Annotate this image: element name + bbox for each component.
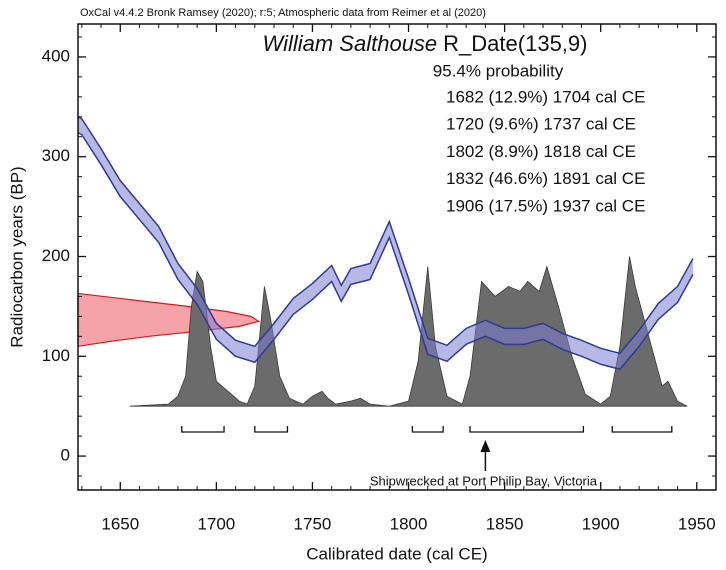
range-label: 1832 (46.6%) 1891 cal CE: [446, 169, 645, 188]
range-label: 1802 (8.9%) 1818 cal CE: [446, 142, 636, 161]
annotation-arrow-head: [480, 440, 491, 452]
y-tick-label: 400: [42, 46, 70, 65]
title-label: R_Date(135,9): [443, 31, 587, 56]
y-tick-label: 200: [42, 246, 70, 265]
x-tick-label: 1800: [390, 514, 428, 533]
y-tick-label: 0: [61, 446, 70, 465]
x-tick-label: 1850: [486, 514, 524, 533]
chart-title: William Salthouse R_Date(135,9): [263, 31, 588, 56]
y-tick-label: 300: [42, 146, 70, 165]
x-tick-label: 1650: [101, 514, 139, 533]
x-tick-label: 1950: [678, 514, 716, 533]
range-bracket: [254, 426, 289, 433]
x-tick-label: 1700: [197, 514, 235, 533]
x-tick-label: 1750: [294, 514, 332, 533]
calibration-lower: [77, 132, 694, 371]
posterior-distribution: [129, 256, 688, 407]
calibration-upper: [77, 116, 694, 355]
title-name: William Salthouse: [263, 31, 438, 56]
range-label: 1906 (17.5%) 1937 cal CE: [446, 196, 645, 215]
range-bracket: [611, 426, 673, 433]
range-label: 1720 (9.6%) 1737 cal CE: [446, 115, 636, 134]
range-label: 1682 (12.9%) 1704 cal CE: [446, 87, 645, 106]
subtitle: 95.4% probability: [433, 61, 564, 80]
y-axis-label: Radiocarbon years (BP): [7, 166, 26, 347]
range-bracket: [469, 426, 585, 433]
measurement-curve: [77, 292, 261, 348]
x-tick-label: 1900: [582, 514, 620, 533]
annotation: Shipwrecked at Port Philip Bay, Victoria: [370, 473, 598, 488]
range-bracket: [411, 426, 444, 433]
y-tick-label: 100: [42, 346, 70, 365]
credit: OxCal v4.4.2 Bronk Ramsey (2020); r:5; A…: [80, 7, 486, 19]
calibration-band: [78, 116, 693, 370]
range-bracket: [181, 426, 225, 433]
x-axis-label: Calibrated date (cal CE): [306, 544, 487, 563]
